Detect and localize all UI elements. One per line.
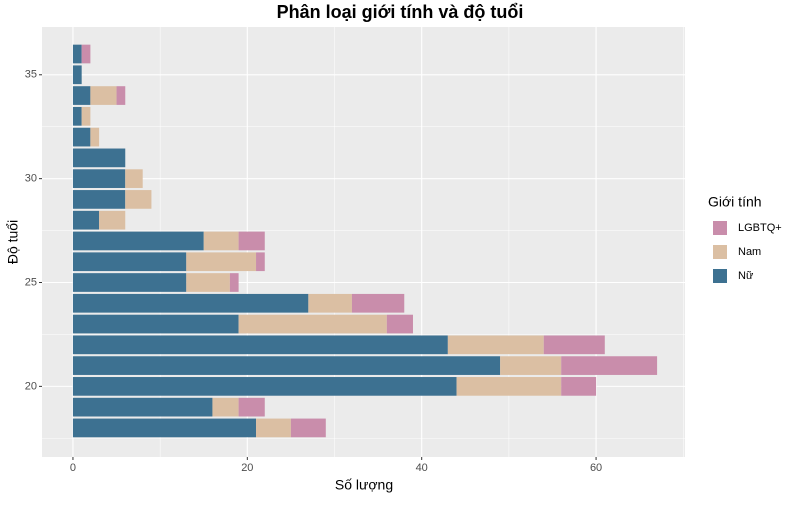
bar-segment bbox=[386, 314, 413, 334]
bar-segment bbox=[72, 252, 187, 272]
bar-segment bbox=[351, 293, 405, 313]
bar-segment bbox=[561, 377, 597, 396]
legend-label: LGBTQ+ bbox=[738, 222, 782, 234]
bar-segment bbox=[543, 335, 605, 355]
bar-segment bbox=[72, 86, 91, 105]
bar-segment bbox=[203, 231, 239, 251]
bar-segment bbox=[72, 65, 82, 85]
bar-segment bbox=[72, 314, 239, 334]
bar-segment bbox=[212, 397, 239, 417]
y-tick-label: 25 bbox=[25, 276, 37, 288]
x-tick-label: 0 bbox=[70, 462, 76, 474]
legend-title: Giới tính bbox=[708, 194, 762, 210]
bar-segment bbox=[186, 252, 257, 272]
bar-segment bbox=[308, 293, 352, 313]
bar-segment bbox=[99, 210, 126, 230]
bars bbox=[72, 44, 658, 438]
bar-segment bbox=[81, 106, 91, 126]
bar-segment bbox=[72, 293, 309, 313]
bar-segment bbox=[456, 377, 562, 396]
bar-segment bbox=[72, 44, 82, 64]
legend-label: Nữ bbox=[738, 270, 754, 282]
bar-segment bbox=[72, 148, 126, 168]
bar-segment bbox=[81, 44, 91, 64]
bar-segment bbox=[90, 86, 117, 105]
legend-label: Nam bbox=[738, 246, 761, 258]
bar-segment bbox=[72, 273, 187, 292]
bar-segment bbox=[72, 190, 126, 209]
bar-segment bbox=[72, 397, 213, 417]
bar-segment bbox=[256, 418, 291, 438]
y-axis-label: Độ tuổi bbox=[5, 220, 21, 264]
y-tick-label: 35 bbox=[25, 69, 37, 81]
bar-segment bbox=[447, 335, 544, 355]
bar-segment bbox=[72, 418, 257, 438]
bar-segment bbox=[72, 231, 204, 251]
bar-segment bbox=[72, 210, 100, 230]
bar-segment bbox=[125, 169, 143, 188]
x-tick-label: 20 bbox=[241, 462, 253, 474]
y-tick-label: 20 bbox=[25, 380, 37, 392]
chart-title: Phân loại giới tính và độ tuổi bbox=[277, 2, 524, 22]
bar-segment bbox=[125, 190, 152, 209]
y-tick-label: 30 bbox=[25, 173, 37, 185]
bar-segment bbox=[238, 397, 265, 417]
x-axis-label: Số lượng bbox=[335, 477, 393, 493]
bar-segment bbox=[500, 356, 562, 375]
bar-segment bbox=[238, 231, 265, 251]
bar-segment bbox=[72, 377, 457, 396]
bar-segment bbox=[290, 418, 326, 438]
bar-segment bbox=[72, 127, 91, 147]
legend-key bbox=[713, 245, 727, 259]
bar-segment bbox=[229, 273, 239, 292]
bar-segment bbox=[72, 356, 501, 375]
x-tick-label: 60 bbox=[590, 462, 602, 474]
bar-segment bbox=[186, 273, 230, 292]
bar-segment bbox=[72, 106, 82, 126]
legend-key bbox=[713, 269, 727, 283]
bar-segment bbox=[238, 314, 387, 334]
x-tick-label: 40 bbox=[416, 462, 428, 474]
bar-segment bbox=[561, 356, 658, 375]
bar-segment bbox=[90, 127, 100, 147]
bar-segment bbox=[116, 86, 126, 105]
legend-key bbox=[713, 221, 727, 235]
bar-segment bbox=[256, 252, 265, 272]
bar-segment bbox=[72, 335, 448, 355]
bar-segment bbox=[72, 169, 126, 188]
